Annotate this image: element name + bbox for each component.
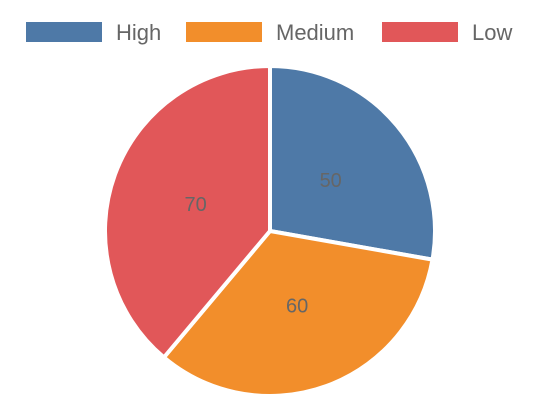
legend-swatch-medium — [186, 22, 262, 42]
pie-slice-medium[interactable] — [161, 229, 435, 398]
slice-value-label-low: 70 — [184, 194, 206, 216]
legend-label-high: High — [116, 20, 161, 45]
legend: High Medium Low — [26, 20, 512, 45]
slice-value-label-medium: 60 — [286, 295, 308, 317]
pie-slice-high[interactable] — [268, 64, 437, 262]
legend-item-medium[interactable]: Medium — [186, 20, 354, 45]
slice-value-label-high: 50 — [320, 170, 342, 192]
pie-slice-low[interactable] — [103, 64, 272, 360]
legend-item-low[interactable]: Low — [382, 20, 512, 45]
legend-label-low: Low — [472, 20, 512, 45]
pie-slices — [103, 64, 437, 398]
legend-item-high[interactable]: High — [26, 20, 161, 45]
slice-value-labels: 50 60 70 — [184, 170, 341, 317]
legend-swatch-high — [26, 22, 102, 42]
legend-label-medium: Medium — [276, 20, 354, 45]
legend-swatch-low — [382, 22, 458, 42]
